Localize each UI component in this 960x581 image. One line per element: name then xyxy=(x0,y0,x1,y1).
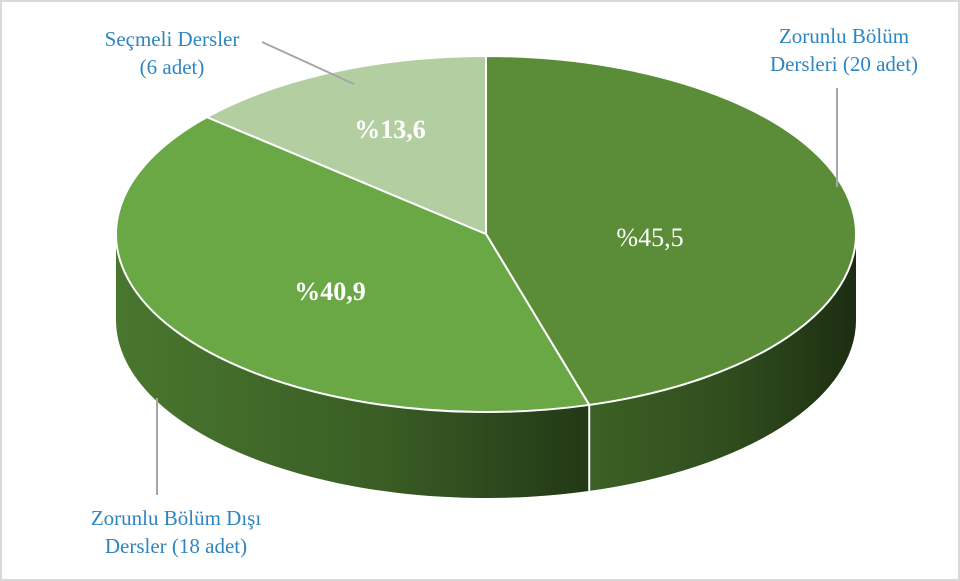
slice-category-label-1-line-1: Dersler (18 adet) xyxy=(105,534,247,558)
slice-value-label-2: %13,6 xyxy=(354,115,426,144)
pie-side-shade-0-0 xyxy=(589,234,856,491)
slice-category-label-0-line-1: Dersleri (20 adet) xyxy=(770,52,918,76)
slice-category-label-1-line-0: Zorunlu Bölüm Dışı xyxy=(91,506,262,530)
pie-depth-layer xyxy=(116,234,856,498)
pie-side-shade-1-0 xyxy=(116,234,590,498)
slice-category-label-2-line-1: (6 adet) xyxy=(140,55,205,79)
leader-line-2 xyxy=(261,41,355,85)
slice-category-label-2-line-0: Seçmeli Dersler xyxy=(105,27,240,51)
pie-slice-2 xyxy=(205,55,487,235)
pie-label-layer: %45,5 %40,9 %13,6 Zorunlu Bölüm Dersleri (20… xyxy=(91,24,918,558)
slice-value-label-1: %40,9 xyxy=(294,277,366,306)
pie-top-layer xyxy=(115,55,857,413)
slice-value-label-0: %45,5 xyxy=(616,223,683,252)
slice-category-label-0-line-0: Zorunlu Bölüm xyxy=(779,24,909,48)
pie-slice-1 xyxy=(115,116,591,413)
pie-slice-0 xyxy=(485,55,857,406)
